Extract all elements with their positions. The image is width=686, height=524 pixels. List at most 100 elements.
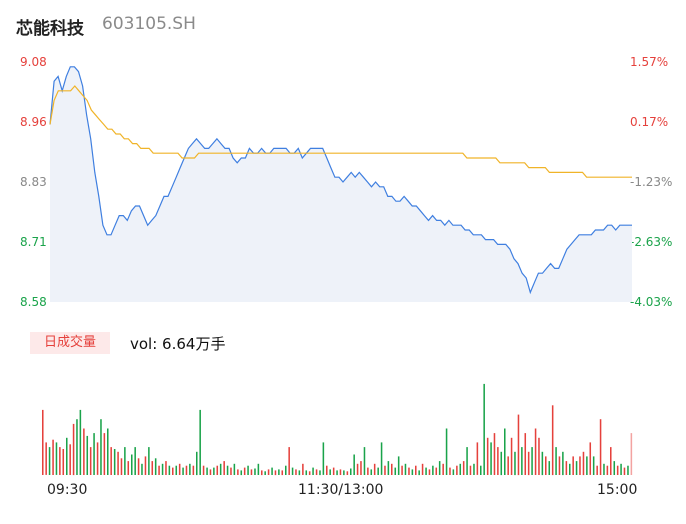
volume-bar bbox=[178, 463, 181, 475]
volume-bar bbox=[240, 470, 243, 476]
volume-bar bbox=[442, 463, 444, 475]
volume-bar bbox=[182, 467, 184, 475]
volume-bar bbox=[473, 463, 475, 475]
volume-bar bbox=[418, 470, 420, 476]
volume-bar bbox=[148, 447, 150, 475]
volume-bar bbox=[404, 463, 407, 475]
volume-bar bbox=[96, 442, 99, 475]
volume-bar bbox=[261, 470, 263, 476]
volume-bar bbox=[93, 433, 95, 475]
volume-bar bbox=[165, 461, 167, 475]
volume-bar bbox=[113, 449, 116, 475]
volume-bar bbox=[421, 463, 424, 475]
volume-bar bbox=[55, 442, 58, 475]
volume-bar bbox=[329, 469, 331, 475]
volume-bar bbox=[428, 469, 431, 475]
volume-bar bbox=[620, 463, 622, 475]
volume-bar bbox=[435, 467, 438, 475]
volume-bar bbox=[305, 470, 308, 476]
volume-bar bbox=[161, 463, 164, 475]
volume-bar bbox=[551, 405, 554, 476]
volume-bar bbox=[541, 451, 544, 476]
volume-bar bbox=[308, 471, 311, 475]
volume-bar bbox=[510, 437, 513, 475]
x-tick-close: 15:00 bbox=[597, 482, 638, 498]
stock-name: 芯能科技 bbox=[16, 19, 84, 39]
volume-bar bbox=[45, 442, 47, 475]
volume-bar bbox=[271, 467, 273, 475]
volume-bar bbox=[281, 470, 284, 476]
volume-bar bbox=[387, 461, 390, 475]
volume-bar bbox=[408, 467, 410, 475]
volume-bar bbox=[394, 467, 397, 475]
volume-bar bbox=[630, 433, 633, 475]
volume-bar bbox=[449, 467, 451, 475]
volume-bar bbox=[202, 465, 205, 475]
volume-bar bbox=[257, 463, 260, 475]
volume-bar bbox=[158, 465, 160, 475]
volume-bar bbox=[151, 461, 154, 475]
y-tick-price-3: 8.71 bbox=[20, 235, 47, 249]
volume-bar bbox=[346, 471, 349, 475]
volume-bar bbox=[370, 469, 373, 475]
volume-bar bbox=[312, 467, 314, 475]
volume-bar bbox=[332, 467, 335, 475]
volume-bar bbox=[555, 447, 557, 475]
y-tick-price-2: 8.83 bbox=[20, 175, 47, 189]
volume-bar bbox=[432, 465, 434, 475]
volume-bar bbox=[360, 461, 362, 475]
volume-bar bbox=[476, 442, 479, 475]
volume-bar bbox=[367, 467, 369, 475]
volume-bar bbox=[391, 463, 393, 475]
price-area-fill bbox=[50, 66, 632, 302]
volume-bar bbox=[343, 470, 345, 476]
volume-bar bbox=[452, 469, 455, 475]
volume-bar bbox=[603, 463, 605, 475]
volume-bar bbox=[596, 465, 598, 475]
volume-bar bbox=[107, 428, 109, 475]
volume-bar bbox=[124, 447, 126, 475]
volume-bar bbox=[572, 456, 574, 475]
volume-bar bbox=[298, 470, 301, 476]
volume-bar bbox=[616, 465, 619, 475]
volume-bar bbox=[103, 433, 106, 475]
volume-bar bbox=[350, 468, 352, 475]
y-tick-pct-2: -1.23% bbox=[630, 175, 673, 189]
volume-bar bbox=[527, 451, 530, 476]
volume-bar bbox=[456, 465, 458, 475]
volume-bar bbox=[380, 442, 383, 475]
y-tick-pct-0: 1.57% bbox=[630, 55, 669, 69]
volume-bar bbox=[326, 465, 328, 475]
volume-bar bbox=[223, 461, 225, 475]
volume-bar bbox=[196, 451, 198, 476]
volume-bar bbox=[267, 469, 270, 475]
volume-bar bbox=[72, 423, 75, 476]
volume-bar bbox=[250, 469, 253, 475]
x-tick-midday: 11:30/13:00 bbox=[298, 482, 384, 498]
volume-bar bbox=[100, 419, 102, 475]
volume-bar bbox=[219, 463, 222, 475]
volume-bar bbox=[462, 461, 465, 475]
volume-bar bbox=[117, 451, 119, 476]
volume-bar bbox=[89, 447, 92, 475]
volume-bar bbox=[131, 454, 133, 475]
volume-bar bbox=[538, 437, 540, 475]
volume-bar bbox=[493, 433, 496, 475]
y-tick-price-1: 8.96 bbox=[20, 115, 47, 129]
volume-bar bbox=[216, 465, 219, 475]
volume-bar bbox=[490, 442, 492, 475]
volume-bar bbox=[356, 463, 359, 475]
volume-bar bbox=[278, 469, 280, 475]
volume-bar bbox=[141, 463, 143, 475]
volume-bar bbox=[83, 428, 85, 475]
volume-bar bbox=[373, 463, 376, 475]
volume-bar bbox=[52, 439, 54, 475]
volume-bar bbox=[613, 461, 616, 475]
volume-bar bbox=[230, 467, 232, 475]
volume-bar bbox=[336, 470, 338, 476]
volume-bar bbox=[237, 469, 239, 475]
volume-bar bbox=[565, 461, 568, 475]
volume-bar bbox=[558, 456, 561, 475]
volume-bar bbox=[315, 469, 318, 475]
